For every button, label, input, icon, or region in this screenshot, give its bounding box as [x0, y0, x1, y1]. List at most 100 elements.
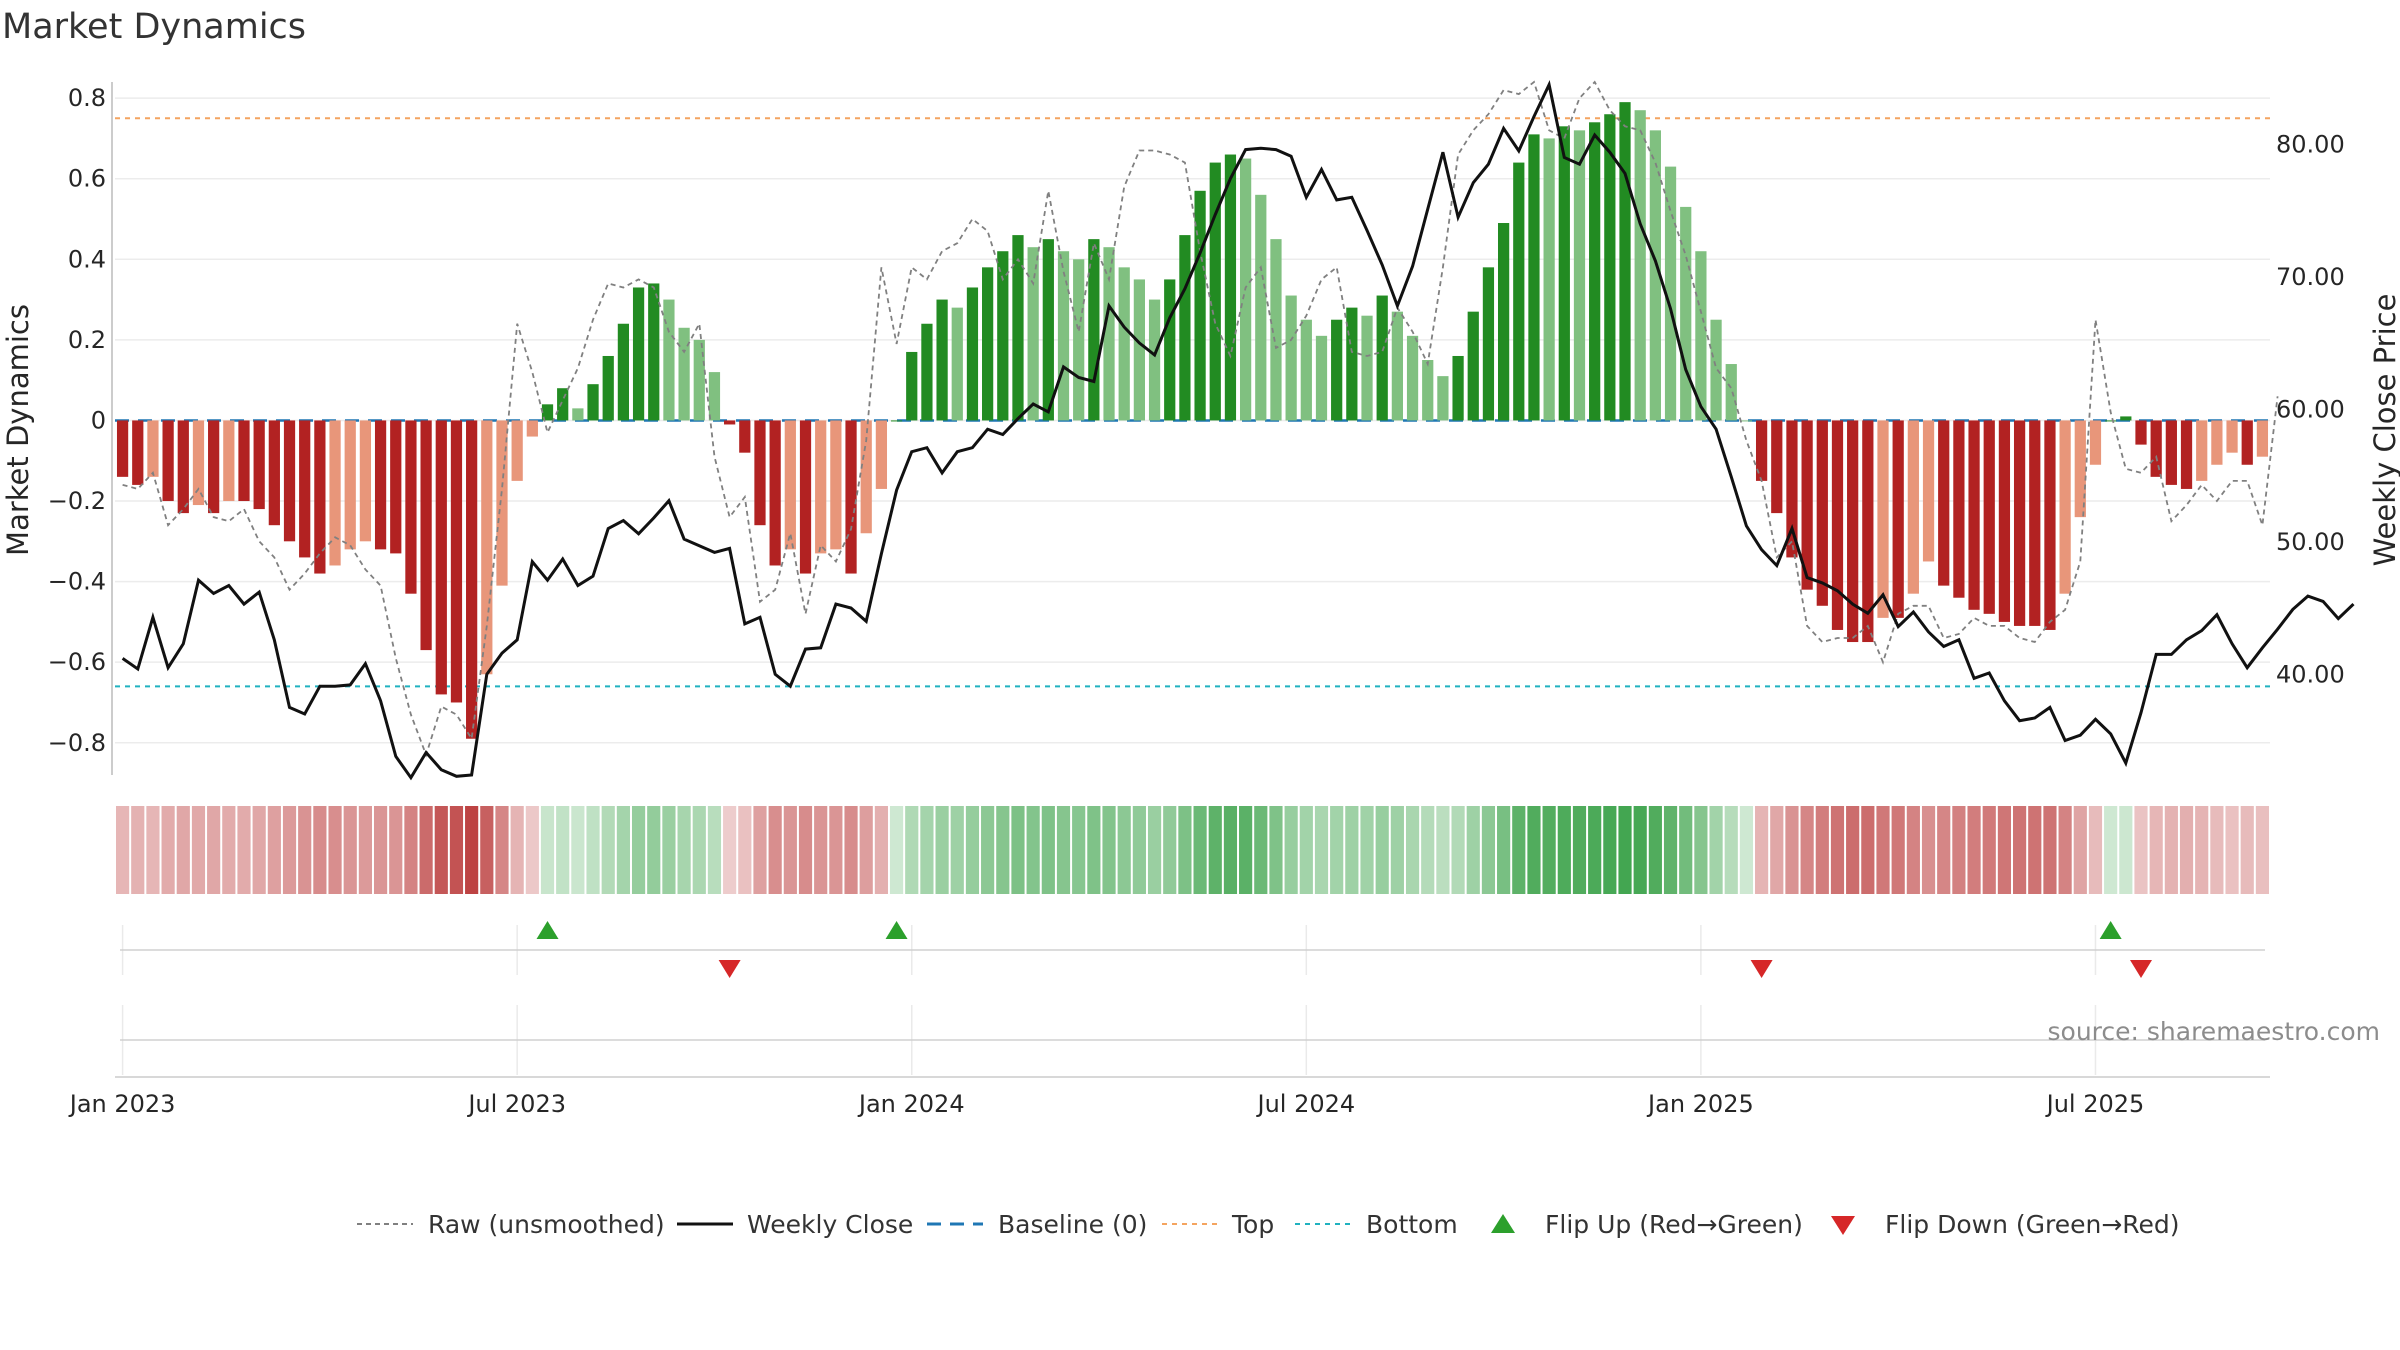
legend-flip-down-icon [1831, 1216, 1855, 1235]
strip-cell [161, 806, 175, 894]
x-tick-label: Jul 2025 [2045, 1090, 2145, 1118]
strip-cell [1041, 806, 1055, 894]
strip-cell [1633, 806, 1647, 894]
bar [1922, 420, 1935, 562]
strip-cell [1952, 806, 1966, 894]
bar [1695, 251, 1707, 421]
strip-cell [1846, 806, 1860, 894]
legend-label: Flip Up (Red→Green) [1545, 1210, 1803, 1239]
bar [678, 327, 690, 421]
bar [890, 420, 903, 422]
strip-cell [495, 806, 509, 894]
bar [587, 384, 599, 421]
strip-cell [1724, 806, 1738, 894]
strip-cell [1967, 806, 1981, 894]
bar [1892, 420, 1904, 618]
strip-cell [692, 806, 706, 894]
strip-cell [1997, 806, 2012, 894]
y-tick-label: −0.2 [48, 487, 106, 515]
strip-cell [920, 806, 934, 894]
strip-cell [905, 806, 919, 894]
strip-cell [237, 806, 251, 894]
bar [1634, 110, 1646, 421]
strip-cell [1512, 806, 1526, 894]
strip-cell [313, 806, 327, 894]
strip-cell [282, 806, 297, 894]
strip-cell [768, 806, 782, 894]
right-axis-ticks: 80.00 70.00 60.00 50.00 40.00 [2276, 130, 2345, 688]
bar [1331, 319, 1343, 421]
bar [1422, 360, 1434, 421]
bar [1042, 239, 1054, 421]
strip-cell [859, 806, 873, 894]
strip-cell [1542, 806, 1556, 894]
flip-up-marker [2099, 921, 2122, 939]
bar [1649, 130, 1661, 421]
strip-cell [1588, 806, 1602, 894]
bar [602, 355, 614, 421]
strip-cell [1102, 806, 1116, 894]
strip-cell [404, 806, 418, 894]
legend-label: Baseline (0) [998, 1210, 1147, 1239]
strip-cell [207, 806, 221, 894]
strip-cell [2255, 806, 2269, 894]
bar [162, 420, 174, 502]
strip-cell [2088, 806, 2103, 894]
strip-cell [1087, 806, 1101, 894]
strip-cell [1739, 806, 1754, 894]
bar [2029, 420, 2041, 626]
strip-cell [601, 806, 615, 894]
bar [1164, 279, 1176, 421]
bar [1148, 299, 1161, 421]
bar [815, 420, 827, 554]
y2-tick-label: 80.00 [2276, 130, 2345, 158]
strip-cell [616, 806, 630, 894]
bar [1740, 420, 1753, 422]
strip-cell [677, 806, 691, 894]
strip-cell [358, 806, 372, 894]
bar [951, 307, 963, 421]
strip-cell [222, 806, 236, 894]
bar [1133, 279, 1145, 421]
bar [147, 420, 159, 477]
strip-cell [2043, 806, 2057, 894]
bar [481, 420, 493, 675]
strip-cell [1405, 806, 1420, 894]
strip-cell [707, 806, 722, 894]
y2-tick-label: 40.00 [2276, 660, 2345, 688]
bar [2180, 420, 2193, 489]
strip-cell [389, 806, 403, 894]
x-tick-label: Jan 2025 [1646, 1090, 1754, 1118]
legend-item: Top [1162, 1210, 1274, 1239]
strip-cell [1330, 806, 1344, 894]
strip-cell [1360, 806, 1374, 894]
flip-up-marker [536, 921, 559, 939]
bar [708, 372, 721, 421]
strip-cell [343, 806, 357, 894]
bar [754, 420, 766, 526]
strip-cell [1223, 806, 1238, 894]
strip-cell [1269, 806, 1283, 894]
bar [359, 420, 372, 542]
strip-cell [1557, 806, 1571, 894]
bar [1831, 420, 1844, 630]
bar [299, 420, 311, 558]
bar [997, 251, 1009, 421]
bar [2120, 416, 2132, 421]
strip-cell [2164, 806, 2178, 894]
bar [374, 420, 387, 550]
strip-cell [1254, 806, 1268, 894]
bar [1073, 259, 1085, 421]
bar [283, 420, 296, 542]
strip-cell [829, 806, 843, 894]
strip-cell [571, 806, 585, 894]
strip-cell [1072, 806, 1086, 894]
bar [329, 420, 341, 566]
strip-cell [2058, 806, 2072, 894]
bar [966, 287, 979, 421]
strip-cell [1800, 806, 1814, 894]
bar [1710, 319, 1722, 421]
bar [1346, 307, 1358, 421]
bar [1437, 376, 1449, 421]
bar [1012, 235, 1024, 421]
